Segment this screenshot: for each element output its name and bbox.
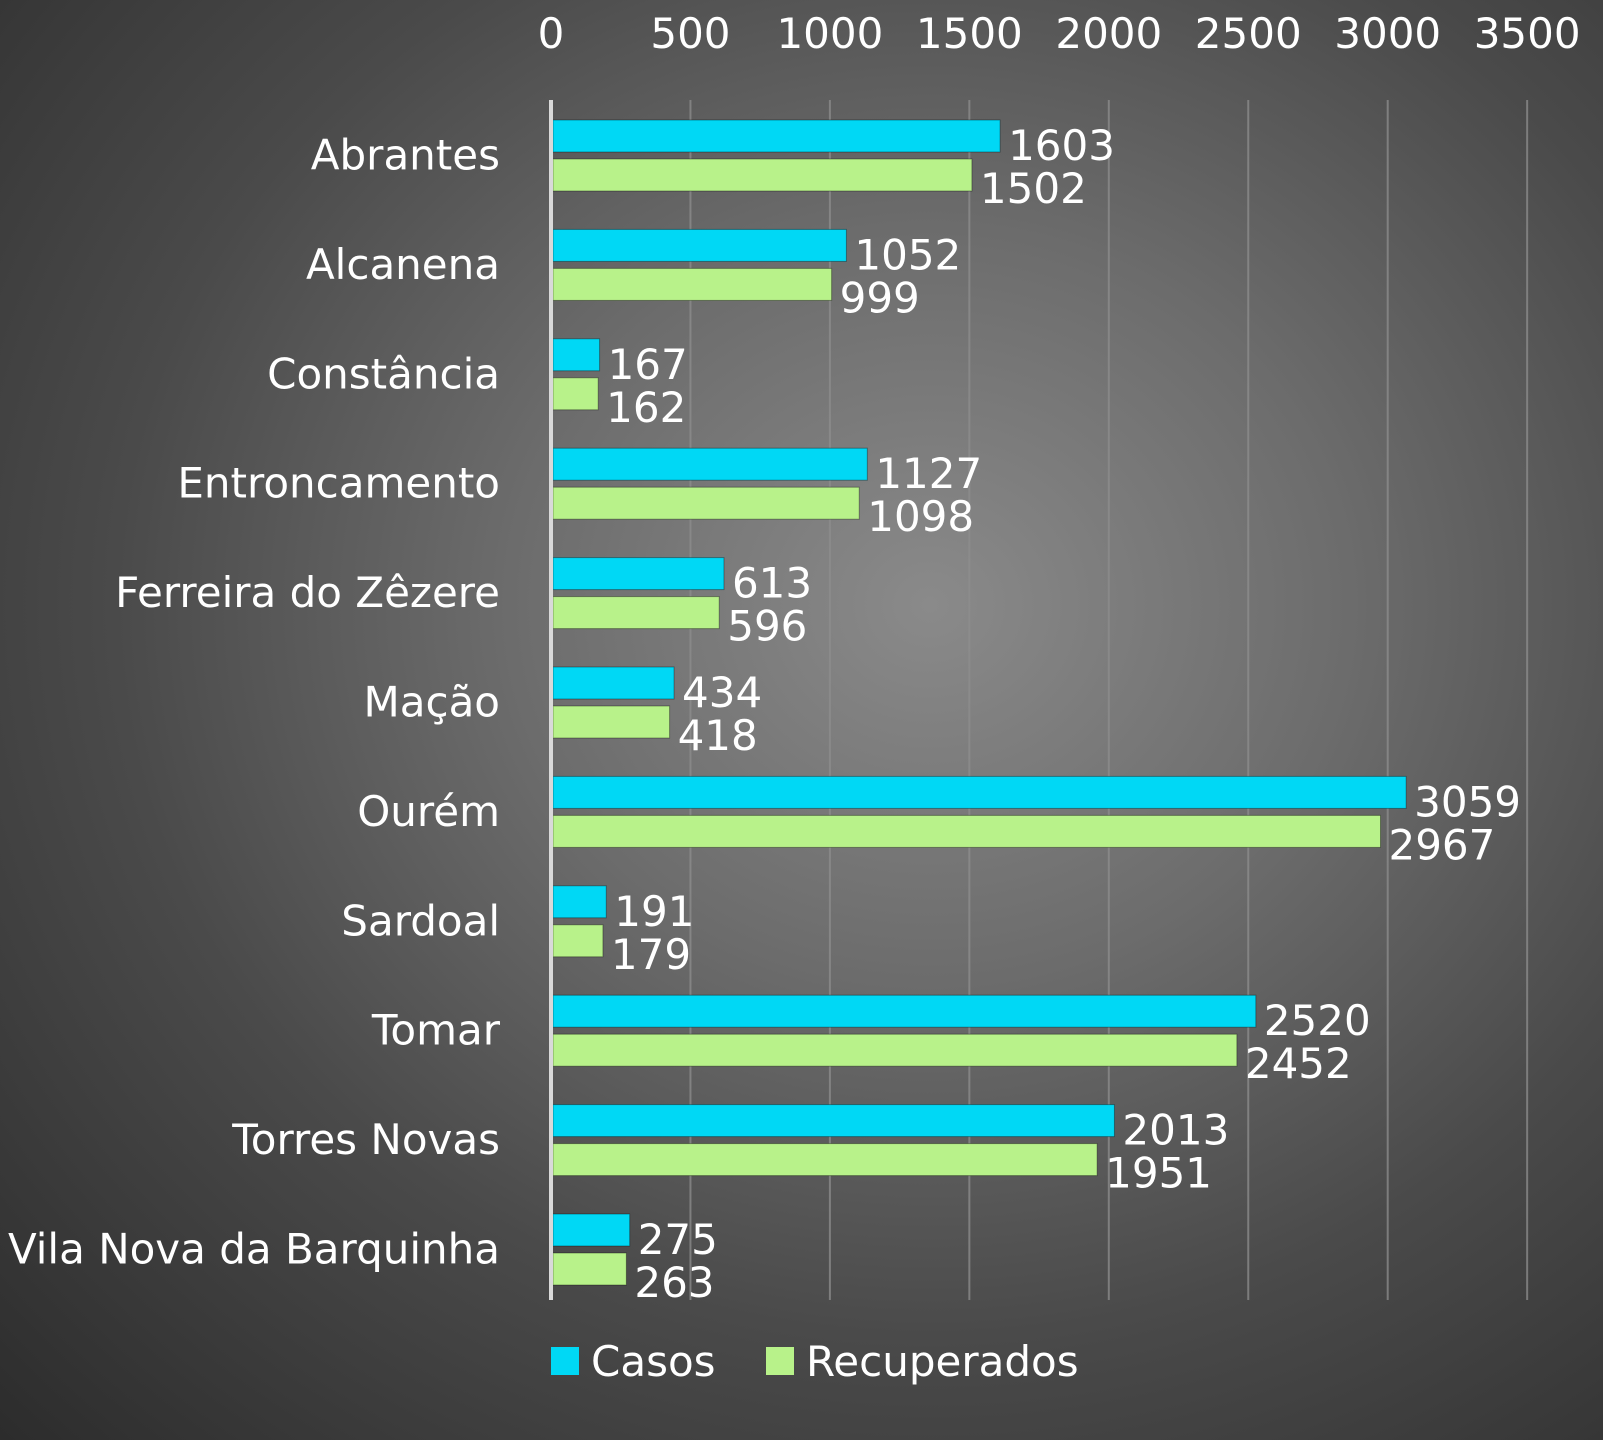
category-label: Entroncamento — [177, 459, 500, 508]
bar-casos — [552, 1213, 631, 1247]
x-tick-label: 1500 — [916, 9, 1023, 58]
data-label: 1098 — [867, 492, 974, 541]
x-axis-ticks: 0 500 1000 1500 2000 2500 3000 3500 — [538, 9, 1581, 58]
category-label: Ourém — [357, 787, 500, 836]
bar-recuperados — [552, 596, 720, 630]
bars — [552, 119, 1407, 1286]
bar-casos — [552, 775, 1407, 809]
category-label: Ferreira do Zêzere — [115, 568, 500, 617]
data-label: 191 — [614, 887, 694, 936]
legend: Casos Recuperados — [551, 1337, 1079, 1386]
x-tick-label: 2500 — [1195, 9, 1302, 58]
x-tick-label: 1000 — [776, 9, 883, 58]
bar-recuperados — [552, 1033, 1238, 1067]
data-label: 179 — [611, 930, 691, 979]
bar-recuperados — [552, 705, 671, 739]
data-label: 1052 — [854, 230, 961, 279]
data-label: 1502 — [980, 164, 1087, 213]
category-label: Mação — [364, 678, 501, 727]
data-label: 418 — [678, 711, 758, 760]
data-label: 2452 — [1245, 1039, 1352, 1088]
bar-casos — [552, 338, 601, 372]
data-label: 999 — [840, 273, 920, 322]
category-label: Alcanena — [306, 240, 500, 289]
category-label: Constância — [267, 349, 500, 398]
category-label: Tomar — [371, 1006, 501, 1055]
bar-casos — [552, 994, 1257, 1028]
bar-recuperados — [552, 1252, 627, 1286]
data-label: 275 — [638, 1215, 718, 1264]
x-tick-label: 500 — [650, 9, 730, 58]
bar-casos — [552, 447, 868, 481]
bar-casos — [552, 119, 1001, 153]
category-label: Sardoal — [341, 896, 500, 945]
bar-recuperados — [552, 158, 973, 192]
legend-label: Casos — [591, 1337, 716, 1386]
bar-recuperados — [552, 924, 604, 958]
x-tick-label: 0 — [538, 9, 565, 58]
data-label: 596 — [727, 602, 807, 651]
data-label: 162 — [606, 383, 686, 432]
bar-casos — [552, 666, 675, 700]
bar-casos — [552, 1104, 1115, 1138]
data-label: 263 — [634, 1258, 714, 1307]
data-label: 613 — [732, 559, 812, 608]
data-label: 1951 — [1105, 1149, 1212, 1198]
bar-recuperados — [552, 814, 1381, 848]
data-label: 2013 — [1122, 1106, 1229, 1155]
legend-label: Recuperados — [806, 1337, 1079, 1386]
bar-casos — [552, 557, 725, 591]
x-tick-label: 3000 — [1334, 9, 1441, 58]
category-label: Torres Novas — [231, 1115, 500, 1164]
data-label: 167 — [608, 340, 688, 389]
x-tick-label: 2000 — [1055, 9, 1162, 58]
bar-recuperados — [552, 486, 860, 520]
bar-recuperados — [552, 267, 833, 301]
data-label: 434 — [682, 668, 762, 717]
bar-recuperados — [552, 1143, 1098, 1177]
bar-casos — [552, 228, 847, 262]
x-tick-label: 3500 — [1474, 9, 1581, 58]
bar-casos — [552, 885, 607, 919]
data-label: 1603 — [1008, 121, 1115, 170]
category-label: Abrantes — [311, 131, 500, 180]
category-labels: Abrantes Alcanena Constância Entroncamento F… — [8, 131, 501, 1274]
category-label: Vila Nova da Barquinha — [8, 1225, 500, 1274]
legend-swatch-casos — [551, 1347, 579, 1375]
bar-recuperados — [552, 377, 599, 411]
data-label: 2967 — [1388, 820, 1495, 869]
data-label: 1127 — [875, 449, 982, 498]
data-label: 2520 — [1264, 996, 1371, 1045]
data-label: 3059 — [1414, 777, 1521, 826]
legend-swatch-recuperados — [766, 1347, 794, 1375]
